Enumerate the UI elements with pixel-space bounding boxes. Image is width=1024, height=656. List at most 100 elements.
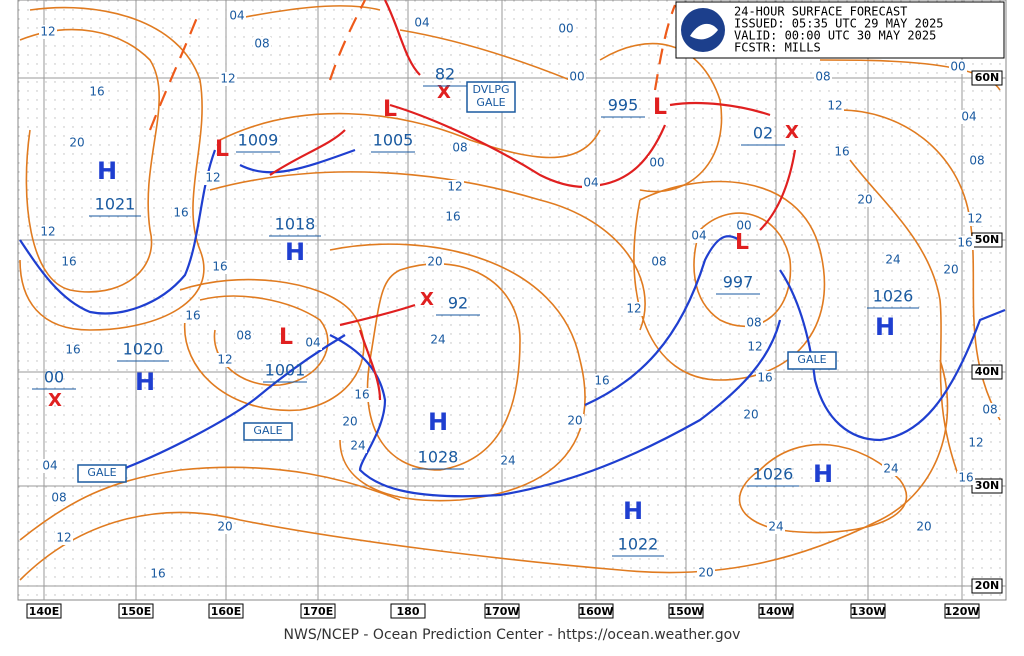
isobar-label: 20	[427, 255, 442, 269]
isobar-label: 12	[40, 225, 55, 239]
isobar-label-bg	[967, 436, 985, 450]
low-symbol: L	[279, 325, 293, 350]
fronts	[19, 0, 1006, 498]
header-line: 24-HOUR SURFACE FORECAST	[734, 5, 907, 19]
isobar-label-bg	[568, 70, 586, 84]
warning-box	[243, 422, 293, 441]
isobar-label: 24	[430, 333, 445, 347]
isobar-label: 04	[414, 16, 429, 30]
isobar-label-bg	[353, 388, 371, 402]
lon-label: 160W	[578, 605, 613, 618]
isobar-label: 04	[583, 176, 598, 190]
lon-label: 150E	[121, 605, 151, 618]
isobar-label-bg	[426, 255, 444, 269]
lat-label: 20N	[975, 579, 1000, 592]
isobar-label: 16	[173, 206, 188, 220]
warning-box	[787, 351, 837, 370]
isobar-label-bg	[742, 408, 760, 422]
high-pressure: 1028	[418, 448, 459, 467]
low-symbol: L	[653, 95, 667, 120]
lat-label-box	[971, 578, 1003, 594]
isobar-label-bg	[341, 415, 359, 429]
isobar-label-bg	[648, 156, 666, 170]
map-frame	[17, 0, 1007, 601]
isobar-label: 12	[40, 25, 55, 39]
isobar-label-bg	[55, 531, 73, 545]
high-symbol: H	[813, 460, 833, 488]
isobar-label: 20	[69, 136, 84, 150]
isobar-label: 16	[354, 388, 369, 402]
isobar-label: 08	[815, 70, 830, 84]
isobar-label: 00	[569, 70, 584, 84]
header-box	[675, 1, 1005, 59]
low-pressure: 995	[608, 96, 639, 115]
lon-label-box	[26, 603, 62, 619]
isobar-label: 04	[961, 110, 976, 124]
noaa-bird	[690, 23, 718, 40]
lon-label: 140E	[29, 605, 59, 618]
lat-label-box	[971, 70, 1003, 86]
isobar-label: 16	[834, 145, 849, 159]
isobar-label-bg	[60, 255, 78, 269]
lon-label: 170W	[484, 605, 519, 618]
isobar-label-bg	[39, 225, 57, 239]
lon-label: 150W	[668, 605, 703, 618]
isobar-label-bg	[884, 253, 902, 267]
lat-label: 50N	[975, 233, 1000, 246]
header-line: ISSUED: 05:35 UTC 29 MAY 2025	[734, 17, 944, 31]
isobar-label: 12	[220, 72, 235, 86]
isobar-label: 24	[885, 253, 900, 267]
lon-label-box	[578, 603, 614, 619]
low-pressure: 1005	[373, 131, 414, 150]
isobar-label-bg	[211, 260, 229, 274]
isobar-label-bg	[650, 255, 668, 269]
high-pressure: 1021	[95, 195, 136, 214]
lon-label: 170E	[303, 605, 333, 618]
lon-label-box	[850, 603, 886, 619]
isobar-label: 12	[827, 99, 842, 113]
isobar-label-bg	[228, 9, 246, 23]
isobar-label-bg	[216, 520, 234, 534]
isobar-label: 16	[757, 371, 772, 385]
lat-label: 40N	[975, 365, 1000, 378]
lon-label-box	[484, 603, 520, 619]
low-pressure: 82	[435, 65, 455, 84]
low-pressure: 1009	[238, 131, 279, 150]
isobar-label-bg	[149, 567, 167, 581]
lat-label: 60N	[975, 71, 1000, 84]
isobar-label-bg	[968, 154, 986, 168]
warning-label: GALE	[87, 466, 116, 479]
isobar-label: 04	[229, 9, 244, 23]
lon-label: 120W	[944, 605, 979, 618]
isobar-label-bg	[582, 176, 600, 190]
high-pressure: 1022	[618, 535, 659, 554]
isobar-label-bg	[446, 180, 464, 194]
isobar-label: 12	[967, 212, 982, 226]
isobar-label: 04	[691, 229, 706, 243]
isobar-label-bg	[966, 212, 984, 226]
isobar-label: 16	[958, 471, 973, 485]
isobar-label-bg	[253, 37, 271, 51]
isobar-label-bg	[499, 454, 517, 468]
isobar-label-bg	[566, 414, 584, 428]
header-frame	[675, 1, 1005, 59]
isobar-label-bg	[557, 22, 575, 36]
high-pressure: 1026	[873, 287, 914, 306]
isobar-label-bg	[64, 343, 82, 357]
isobar-label-bg	[50, 491, 68, 505]
isobar-label-bg	[216, 353, 234, 367]
isobar-label: 20	[743, 408, 758, 422]
isobar-label-bg	[915, 520, 933, 534]
isobar-label-bg	[957, 471, 975, 485]
isobar-label-bg	[451, 141, 469, 155]
isobar-label-bg	[960, 110, 978, 124]
isobar-label: 08	[236, 329, 251, 343]
lon-label: 160E	[211, 605, 241, 618]
isobar-label: 20	[217, 520, 232, 534]
low-pressure: 997	[723, 273, 754, 292]
isobar-label-bg	[949, 60, 967, 74]
isobar-label: 24	[883, 462, 898, 476]
isobar-label: 04	[305, 336, 320, 350]
header-line: VALID: 00:00 UTC 30 MAY 2025	[734, 29, 936, 43]
lat-label-box	[971, 364, 1003, 380]
